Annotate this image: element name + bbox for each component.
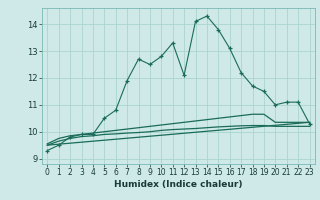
X-axis label: Humidex (Indice chaleur): Humidex (Indice chaleur) [114,180,243,189]
